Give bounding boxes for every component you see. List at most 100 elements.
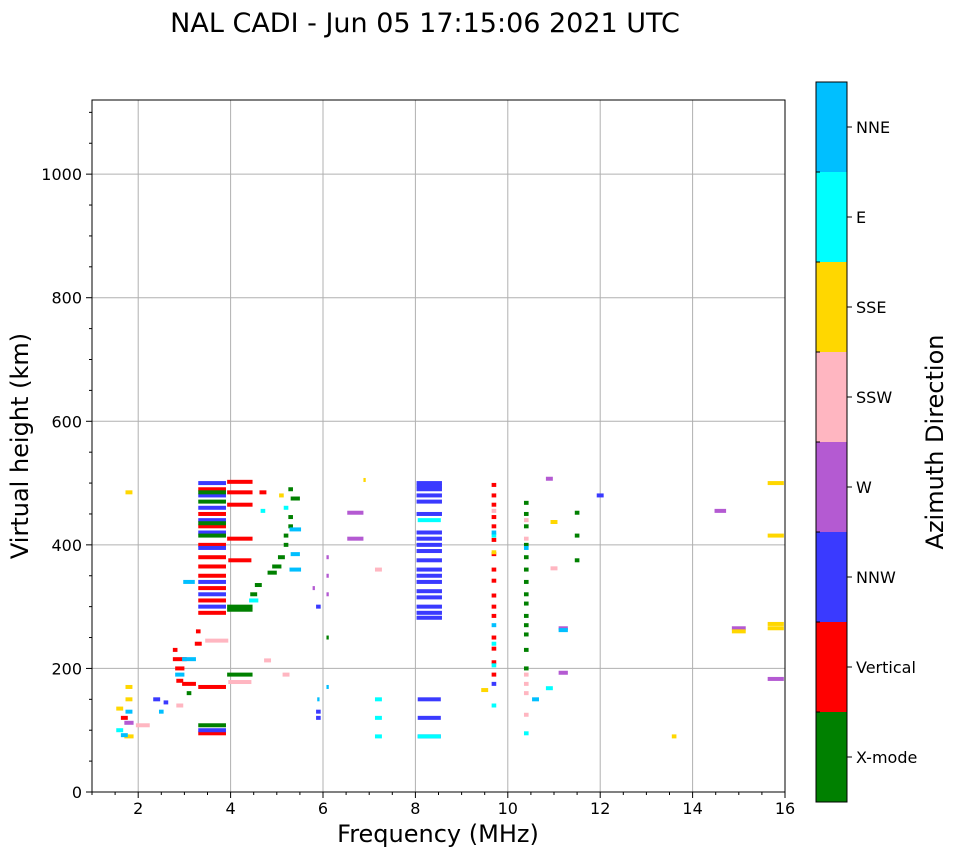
colorbar-segment (816, 712, 847, 802)
echo-mark-ssw (282, 672, 290, 677)
echo-mark-nnw (416, 589, 442, 594)
echo-mark-vertical (491, 537, 497, 542)
echo-mark-vertical (195, 629, 201, 634)
echo-mark-sse (481, 688, 489, 693)
colorbar-segment (816, 622, 847, 712)
echo-mark-nnw (416, 530, 442, 535)
echo-mark-sse (767, 621, 784, 626)
echo-mark-nnw (316, 715, 321, 720)
colorbar-tick-label: SSW (856, 388, 892, 407)
echo-mark-x-mode (250, 592, 258, 597)
echo-mark-w (347, 536, 364, 541)
echo-mark-e (374, 715, 382, 720)
echo-mark-x-mode (574, 533, 580, 538)
echo-mark-vertical (491, 613, 497, 618)
x-tick-label: 4 (226, 799, 236, 818)
echo-mark-x-mode (198, 533, 226, 538)
echo-mark-nnw (416, 567, 442, 572)
echo-mark-sse (363, 477, 366, 482)
echo-mark-w (326, 573, 329, 578)
echo-mark-nnw (163, 700, 169, 705)
echo-mark-nnw (198, 592, 226, 597)
echo-mark-nne (523, 545, 529, 550)
echo-mark-ssw (205, 638, 229, 643)
y-tick-label: 600 (51, 412, 82, 431)
echo-mark-x-mode (283, 542, 289, 547)
echo-mark-x-mode (523, 601, 529, 606)
echo-mark-x-mode (267, 570, 277, 575)
x-tick-label: 2 (133, 799, 143, 818)
echo-mark-vertical (198, 511, 226, 516)
echo-mark-vertical (259, 490, 267, 495)
echo-mark-ssw (523, 712, 529, 717)
echo-mark-vertical (182, 681, 196, 686)
echo-mark-nne (175, 672, 185, 677)
echo-mark-x-mode (277, 555, 285, 560)
echo-mark-nnw (416, 615, 442, 620)
echo-mark-nnw (491, 681, 497, 686)
echo-mark-nne (532, 697, 539, 702)
colorbar-tick-label: W (856, 478, 872, 497)
echo-mark-w (326, 592, 329, 597)
echo-mark-nnw (198, 493, 226, 498)
echo-mark-vertical (227, 502, 253, 507)
echo-mark-x-mode (523, 500, 529, 505)
echo-mark-vertical (198, 573, 226, 578)
echo-mark-x-mode (523, 579, 529, 584)
echo-mark-x-mode (523, 511, 529, 516)
echo-mark-nne (120, 733, 128, 738)
echo-mark-nnw (198, 518, 226, 523)
echo-mark-nne (326, 684, 329, 689)
echo-mark-vertical (198, 586, 226, 591)
colorbar: X-mode Vertical NNW W SSW SSE E NNE (815, 81, 917, 803)
x-tick-label: 12 (590, 799, 610, 818)
echo-mark-vertical (120, 715, 128, 720)
echo-mark-vertical (176, 678, 184, 683)
echo-mark-vertical (491, 524, 497, 529)
colorbar-segment (816, 352, 847, 442)
echo-mark-x-mode (523, 567, 529, 572)
echo-mark-x-mode (198, 490, 226, 495)
data-marks (116, 476, 784, 739)
x-tick-label: 14 (682, 799, 702, 818)
echo-mark-vertical (198, 684, 226, 689)
echo-mark-vertical (198, 610, 226, 615)
echo-mark-nne (125, 709, 133, 714)
echo-mark-vertical (491, 515, 497, 520)
echo-mark-x-mode (283, 533, 289, 538)
echo-mark-x-mode (523, 613, 529, 618)
echo-mark-w (545, 476, 553, 481)
echo-mark-w (326, 555, 329, 560)
echo-mark-e (417, 518, 441, 523)
echo-mark-nnw (416, 604, 442, 609)
echo-mark-vertical (491, 578, 497, 583)
echo-mark-ssw (374, 567, 382, 572)
echo-mark-e (491, 533, 497, 538)
x-tick-label: 6 (318, 799, 328, 818)
echo-mark-ssw (523, 518, 529, 523)
colorbar-segment (816, 172, 847, 262)
echo-mark-w (312, 586, 315, 591)
echo-mark-sse (767, 533, 784, 538)
echo-mark-ssw (491, 508, 497, 513)
echo-mark-x-mode (574, 558, 580, 563)
echo-mark-sse (550, 519, 558, 524)
echo-mark-vertical (491, 660, 497, 665)
echo-mark-sse (731, 629, 746, 634)
echo-mark-x-mode (523, 542, 529, 547)
y-tick-label: 400 (51, 536, 82, 555)
echo-mark-nnw (416, 542, 442, 547)
colorbar-segment (816, 82, 847, 172)
echo-mark-w (558, 670, 568, 675)
echo-mark-nne (491, 530, 497, 535)
echo-mark-x-mode (254, 583, 262, 588)
echo-mark-x-mode (523, 632, 529, 637)
echo-mark-nne (317, 697, 320, 702)
echo-mark-vertical (198, 598, 226, 603)
echo-mark-nnw (416, 595, 442, 600)
echo-mark-ssw (264, 658, 272, 663)
echo-mark-x-mode (523, 592, 529, 597)
x-tick-label: 16 (775, 799, 795, 818)
echo-mark-x-mode (326, 635, 329, 640)
